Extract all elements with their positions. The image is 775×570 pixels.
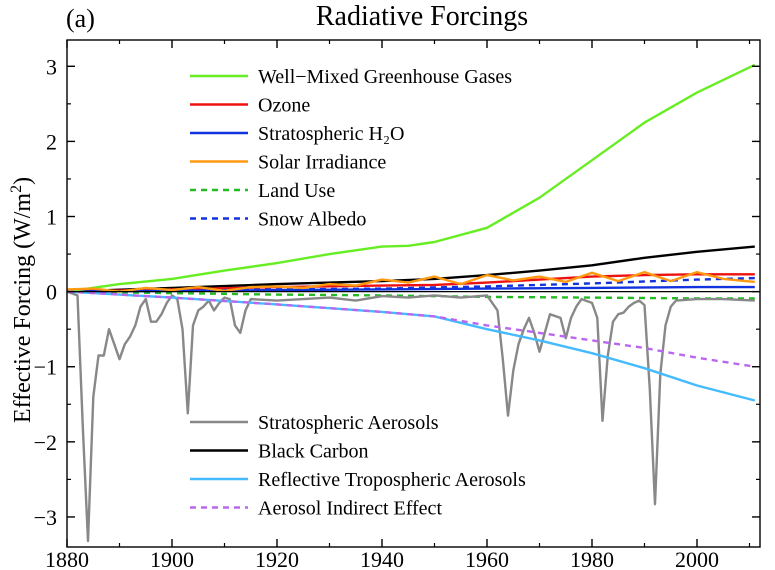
legend-item-stratospheric-aerosols: Stratospheric Aerosols bbox=[190, 412, 439, 434]
y-tick-label: 1 bbox=[46, 205, 57, 230]
series-layer bbox=[66, 63, 756, 543]
y-tick-label: 2 bbox=[46, 129, 57, 154]
legend-item-reflective-tropospheric-aerosols: Reflective Tropospheric Aerosols bbox=[190, 469, 526, 491]
x-tick-label: 1900 bbox=[150, 547, 194, 570]
legend-item-stratospheric-h-o: Stratospheric H₂O bbox=[190, 123, 404, 145]
legend-label: Reflective Tropospheric Aerosols bbox=[258, 469, 526, 491]
y-tick-label: −1 bbox=[34, 355, 57, 380]
x-tick-label: 1920 bbox=[255, 547, 299, 570]
legend-label: Well−Mixed Greenhouse Gases bbox=[258, 66, 512, 88]
y-axis-label-sup: 2 bbox=[8, 185, 25, 193]
y-tick-label: −3 bbox=[34, 505, 57, 530]
legend-item-ozone: Ozone bbox=[190, 95, 310, 117]
x-tick-label: 1940 bbox=[360, 547, 404, 570]
y-tick-label: −2 bbox=[34, 430, 57, 455]
legend-label: Aerosol Indirect Effect bbox=[258, 498, 442, 520]
series-line-well-mixed-greenhouse-gases bbox=[66, 63, 756, 293]
legend-label: Black Carbon bbox=[258, 441, 369, 463]
y-tick-label: 0 bbox=[46, 280, 57, 305]
legend-label: Snow Albedo bbox=[258, 209, 366, 231]
legend-layer: Well−Mixed Greenhouse Gases Ozone Stratosp… bbox=[190, 66, 526, 520]
x-tick-label: 1960 bbox=[465, 547, 509, 570]
series-line-snow-albedo bbox=[66, 276, 755, 293]
legend-item-solar-irradiance: Solar Irradiance bbox=[190, 152, 386, 174]
series-line-reflective-tropospheric-aerosols bbox=[66, 290, 756, 402]
legend-label: Land Use bbox=[258, 180, 335, 202]
y-axis-label-main: Effective Forcing (W/m bbox=[10, 193, 36, 423]
series-line-stratospheric-aerosols bbox=[66, 290, 755, 543]
y-tick-label: 3 bbox=[46, 54, 57, 79]
plot-frame bbox=[66, 39, 761, 548]
legend-item-snow-albedo: Snow Albedo bbox=[190, 209, 366, 231]
y-axis-label-close: ) bbox=[10, 177, 36, 185]
chart-title: Radiative Forcings bbox=[316, 1, 528, 32]
legend-label: Stratospheric Aerosols bbox=[258, 412, 439, 434]
x-tick-label: 1880 bbox=[45, 547, 89, 570]
panel-label: (a) bbox=[66, 4, 95, 33]
axes-layer: 1880 1900 1920 1940 1960 1980 2000 −3 −2 −1 0 1 2 3 bbox=[34, 39, 761, 570]
series-line-solar-irradiance bbox=[66, 270, 755, 293]
legend-item-aerosol-indirect-effect: Aerosol Indirect Effect bbox=[190, 498, 442, 520]
legend-item-well-mixed-greenhouse-gases: Well−Mixed Greenhouse Gases bbox=[190, 66, 512, 88]
x-tick-label: 2000 bbox=[675, 547, 719, 570]
y-axis-label: Effective Forcing (W/m2) bbox=[8, 177, 36, 423]
legend-label: Stratospheric H₂O bbox=[258, 123, 404, 145]
x-tick-label: 1980 bbox=[570, 547, 614, 570]
legend-label: Ozone bbox=[258, 95, 310, 117]
legend-item-black-carbon: Black Carbon bbox=[190, 441, 369, 463]
legend-label: Solar Irradiance bbox=[258, 152, 386, 174]
legend-item-land-use: Land Use bbox=[190, 180, 335, 202]
series-line-aerosol-indirect-effect bbox=[66, 290, 755, 368]
